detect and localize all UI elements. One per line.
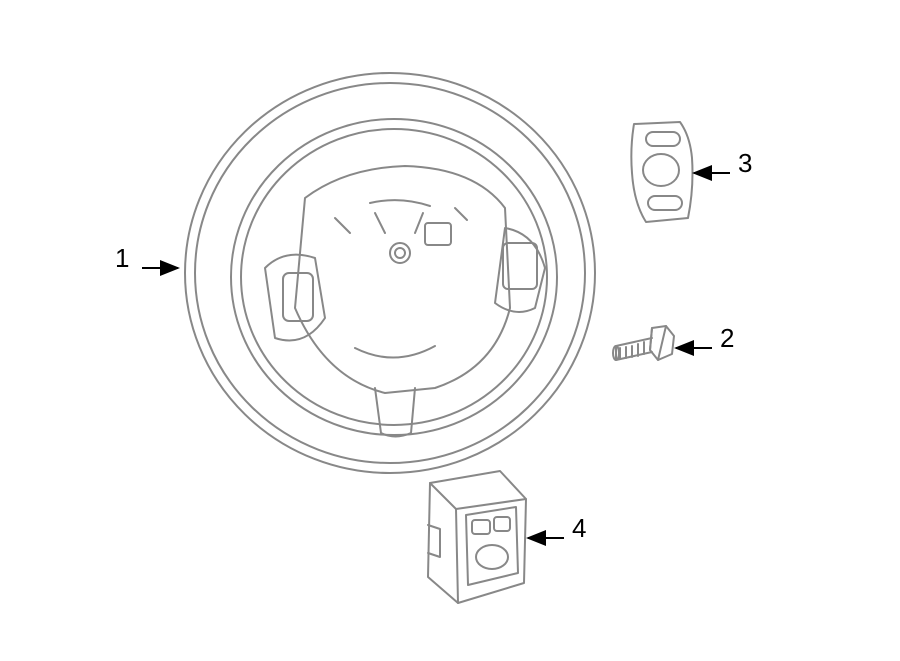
part-label-1: 1 [115, 243, 129, 274]
steering-wheel-drawing [175, 58, 605, 488]
part-label-2: 2 [720, 323, 734, 354]
parts-diagram: 1 2 3 4 [0, 0, 900, 661]
part-label-4: 4 [572, 513, 586, 544]
part-label-3: 3 [738, 148, 752, 179]
control-module-drawing [408, 465, 533, 615]
bolt-drawing [608, 320, 678, 378]
switch-panel-drawing [628, 118, 698, 228]
